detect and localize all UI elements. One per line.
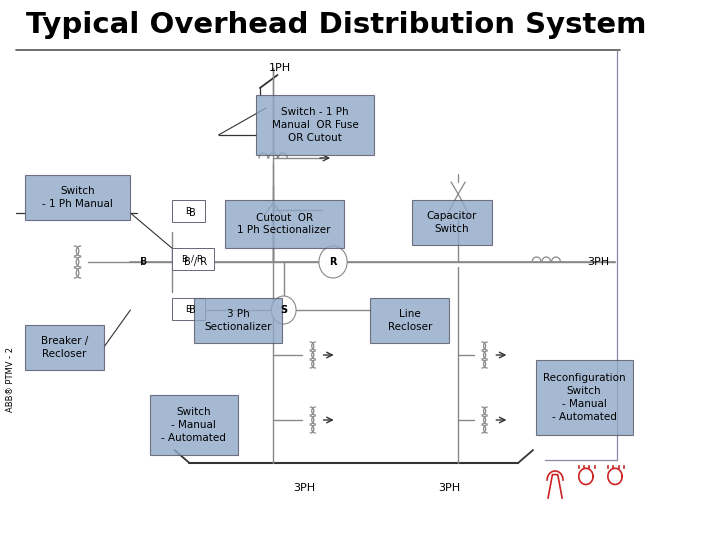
Text: B: B [186,305,192,314]
FancyBboxPatch shape [536,360,633,435]
FancyBboxPatch shape [172,200,205,222]
Text: 3PH: 3PH [438,483,460,493]
Circle shape [319,246,347,278]
Text: B / R: B / R [182,254,204,264]
Text: B: B [189,305,195,315]
FancyBboxPatch shape [256,95,374,155]
Text: Switch
- Manual
- Automated: Switch - Manual - Automated [161,407,226,443]
Text: B: B [140,257,147,267]
FancyBboxPatch shape [413,200,492,245]
Text: S: S [280,305,287,315]
Text: 3 Ph
Sectionalizer: 3 Ph Sectionalizer [204,309,271,332]
Circle shape [271,296,296,324]
Text: Line
Recloser: Line Recloser [387,309,432,332]
Text: Reconfiguration
Switch
- Manual
- Automated: Reconfiguration Switch - Manual - Automa… [543,373,626,422]
Text: R: R [330,257,336,267]
Text: Switch
- 1 Ph Manual: Switch - 1 Ph Manual [42,186,113,209]
Text: R: R [329,257,337,267]
FancyBboxPatch shape [150,395,238,455]
FancyBboxPatch shape [172,248,214,270]
Text: 3PH: 3PH [588,257,610,267]
Text: 3PH: 3PH [293,483,315,493]
FancyBboxPatch shape [24,325,104,370]
Text: B: B [186,206,192,215]
Text: B: B [140,258,147,267]
Text: B: B [189,208,195,218]
Text: Cutout  OR
1 Ph Sectionalizer: Cutout OR 1 Ph Sectionalizer [238,213,331,235]
Text: ABB® PTMV - 2: ABB® PTMV - 2 [6,348,15,413]
Text: S: S [281,305,287,315]
Text: 1PH: 1PH [269,63,291,73]
Text: Switch - 1 Ph
Manual  OR Fuse
OR Cutout: Switch - 1 Ph Manual OR Fuse OR Cutout [271,107,359,143]
FancyBboxPatch shape [225,200,343,248]
Text: Capacitor
Switch: Capacitor Switch [427,211,477,234]
FancyBboxPatch shape [370,298,449,343]
Text: Breaker /
Recloser: Breaker / Recloser [41,336,88,359]
FancyBboxPatch shape [172,298,205,320]
Text: B / R: B / R [184,257,207,267]
Text: Typical Overhead Distribution System: Typical Overhead Distribution System [27,11,647,39]
FancyBboxPatch shape [24,175,130,220]
FancyBboxPatch shape [194,298,282,343]
